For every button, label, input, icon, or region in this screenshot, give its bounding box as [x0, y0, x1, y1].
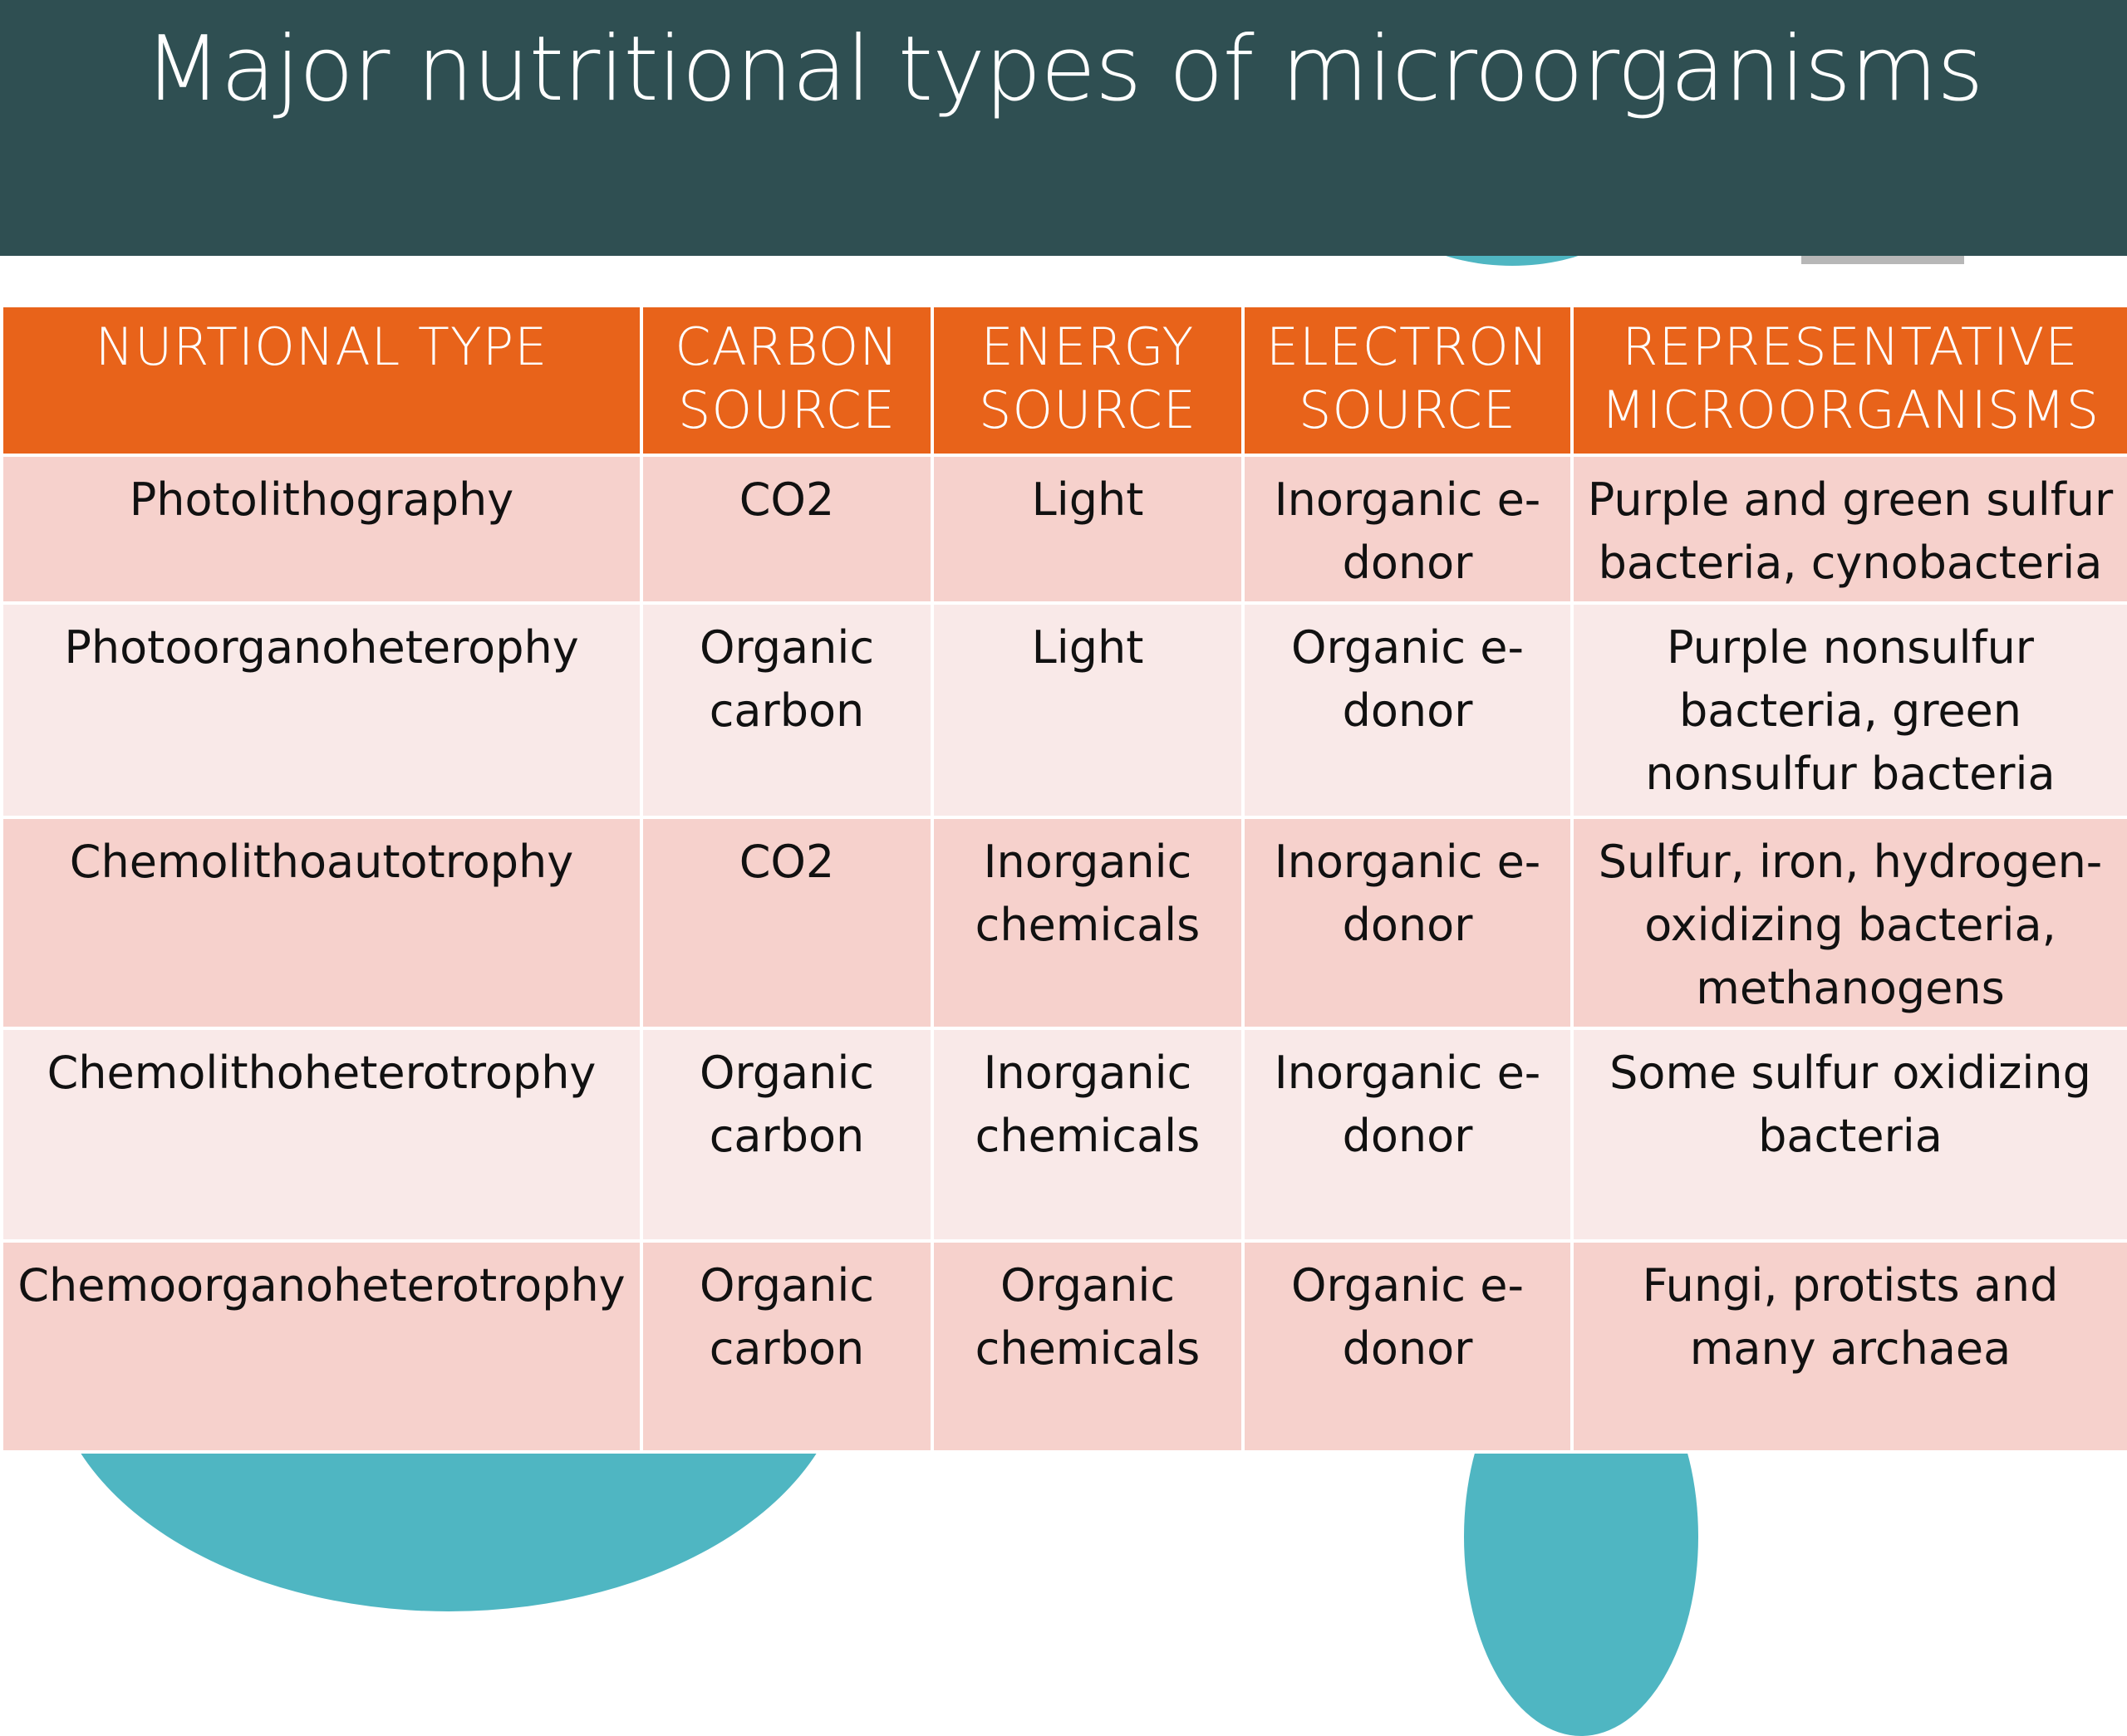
table-row: Chemoorganoheterotrophy Organic carbon O… [0, 1239, 2127, 1454]
cell-nutritional-type: Chemolithoheterotrophy [0, 1027, 643, 1243]
header-representative-microorganisms: REPRESENTATIVE MICROORGANISMS [1570, 304, 2127, 457]
cell-carbon-source: CO2 [640, 454, 934, 605]
header-energy-source: ENERGY SOURCE [931, 304, 1245, 457]
cell-representative-microorganisms: Fungi, protists and many archaea [1570, 1239, 2127, 1454]
cell-nutritional-type: Photoorganoheterophy [0, 601, 643, 819]
nutritional-types-table-wrapper: NURTIONAL TYPE CARBON SOURCE ENERGY SOUR… [0, 304, 2127, 1454]
cell-energy-source: Inorganic chemicals [931, 816, 1245, 1030]
cell-nutritional-type: Photolithography [0, 454, 643, 605]
cell-electron-source: Inorganic e-donor [1241, 454, 1574, 605]
cell-electron-source: Organic e-donor [1241, 601, 1574, 819]
cell-representative-microorganisms: Some sulfur oxidizing bacteria [1570, 1027, 2127, 1243]
table-row: Chemolithoheterotrophy Organic carbon In… [0, 1027, 2127, 1243]
header-nutritional-type: NURTIONAL TYPE [0, 304, 643, 457]
cell-energy-source: Light [931, 601, 1245, 819]
cell-electron-source: Inorganic e-donor [1241, 1027, 1574, 1243]
cell-representative-microorganisms: Sulfur, iron, hydrogen-oxidizing bacteri… [1570, 816, 2127, 1030]
cell-energy-source: Organic chemicals [931, 1239, 1245, 1454]
cell-carbon-source: Organic carbon [640, 601, 934, 819]
decorative-bar [1801, 254, 1964, 264]
header-electron-source: ELECTRON SOURCE [1241, 304, 1574, 457]
cell-carbon-source: CO2 [640, 816, 934, 1030]
table-header-row: NURTIONAL TYPE CARBON SOURCE ENERGY SOUR… [0, 304, 2127, 457]
cell-carbon-source: Organic carbon [640, 1027, 934, 1243]
cell-energy-source: Inorganic chemicals [931, 1027, 1245, 1243]
header-carbon-source: CARBON SOURCE [640, 304, 934, 457]
cell-nutritional-type: Chemoorganoheterotrophy [0, 1239, 643, 1454]
cell-representative-microorganisms: Purple and green sulfur bacteria, cynoba… [1570, 454, 2127, 605]
title-bar: Major nutritional types of microorganism… [0, 0, 2127, 256]
table-row: Photoorganoheterophy Organic carbon Ligh… [0, 601, 2127, 819]
cell-electron-source: Organic e-donor [1241, 1239, 1574, 1454]
cell-energy-source: Light [931, 454, 1245, 605]
cell-nutritional-type: Chemolithoautotrophy [0, 816, 643, 1030]
table-row: Chemolithoautotrophy CO2 Inorganic chemi… [0, 816, 2127, 1030]
cell-representative-microorganisms: Purple nonsulfur bacteria, green nonsulf… [1570, 601, 2127, 819]
cell-electron-source: Inorganic e-donor [1241, 816, 1574, 1030]
nutritional-types-table: NURTIONAL TYPE CARBON SOURCE ENERGY SOUR… [0, 304, 2127, 1454]
table-row: Photolithography CO2 Light Inorganic e-d… [0, 454, 2127, 605]
cell-carbon-source: Organic carbon [640, 1239, 934, 1454]
slide-title: Major nutritional types of microorganism… [144, 17, 1984, 121]
